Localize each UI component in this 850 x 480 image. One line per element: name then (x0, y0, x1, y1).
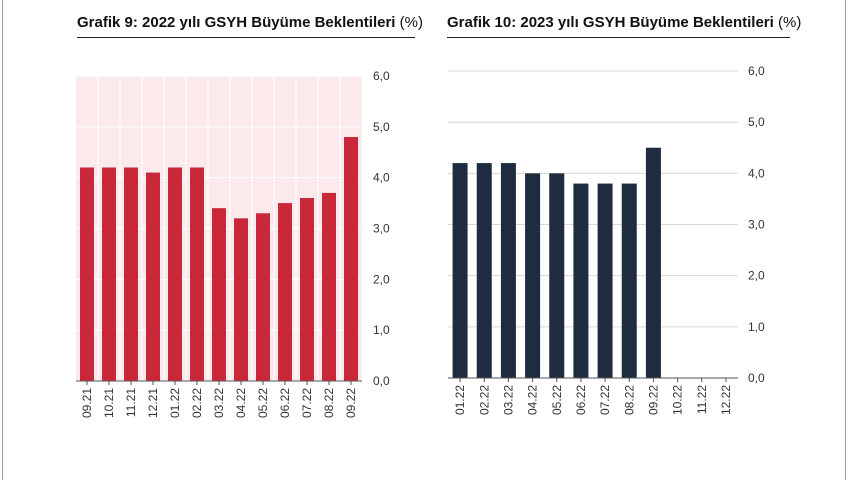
chart10-plot: 0,0 1,0 2,0 3,0 4,0 5,0 6,0 01.22 02.22 03.22 04.2… (448, 64, 765, 415)
chart9-title-underline (77, 37, 415, 38)
chart9-xtick-label: 07.22 (300, 388, 314, 418)
chart9-ytick-label: 5,0 (373, 120, 390, 134)
chart10-xtick-label: 09.22 (646, 385, 660, 415)
chart10-ytick-label: 5,0 (748, 115, 765, 129)
chart9-bar (190, 167, 204, 381)
chart10-xtick-label: 12.22 (719, 385, 733, 415)
chart9-ytick-label: 1,0 (373, 323, 390, 337)
chart10-bar (549, 173, 565, 378)
chart10-xtick-label: 03.22 (501, 385, 515, 415)
chart10-unit: (%) (777, 14, 802, 31)
chart10-bar (573, 183, 589, 378)
chart9-ytick-label: 2,0 (373, 272, 390, 286)
chart9-bar (234, 218, 248, 381)
chart10-title-underline (447, 37, 790, 38)
chart9-ytick-label: 6,0 (373, 69, 390, 83)
chart10-ytick-label: 0,0 (748, 371, 765, 385)
chart10-bar (621, 183, 637, 378)
chart10-xtick-label: 08.22 (622, 385, 636, 415)
chart9-xtick-label: 05.22 (256, 388, 270, 418)
chart9-xtick-label: 02.22 (190, 388, 204, 418)
chart9-title-block: Grafik 9: 2022 yılı GSYH Büyüme Beklenti… (77, 14, 423, 31)
chart9-ytick-label: 4,0 (373, 171, 390, 185)
chart9-bar (168, 167, 182, 381)
chart9-xtick-label: 09.22 (344, 388, 358, 418)
chart10-bar (645, 147, 661, 378)
chart9-ytick-label: 3,0 (373, 222, 390, 236)
chart9-xtick-label: 01.22 (168, 388, 182, 418)
chart9-bar (124, 167, 138, 381)
chart10-xtick-label: 02.22 (477, 385, 491, 415)
chart9-xtick-label: 03.22 (212, 388, 226, 418)
chart9-bar (212, 208, 226, 381)
chart9-bar (146, 172, 160, 381)
chart9-bar (300, 198, 314, 381)
chart10-title-block: Grafik 10: 2023 yılı GSYH Büyüme Beklent… (447, 14, 801, 31)
chart9-xtick-label: 08.22 (322, 388, 336, 418)
chart10-ytick-label: 3,0 (748, 218, 765, 232)
chart10-ytick-label: 2,0 (748, 269, 765, 283)
chart10-title: Grafik 10: 2023 yılı GSYH Büyüme Beklent… (447, 14, 774, 31)
chart10-ytick-label: 1,0 (748, 320, 765, 334)
chart9-bar (102, 167, 116, 381)
chart9-xtick-label: 12.21 (146, 388, 160, 418)
right-frame-line (845, 0, 846, 480)
chart9-xtick-label: 06.22 (278, 388, 292, 418)
chart10-xtick-label: 01.22 (453, 385, 467, 415)
chart10-xtick-label: 07.22 (598, 385, 612, 415)
left-frame-line (2, 0, 3, 480)
chart9-bar (322, 192, 336, 381)
chart9-xtick-label: 04.22 (234, 388, 248, 418)
chart9-unit: (%) (399, 14, 423, 31)
chart10-bar (452, 163, 468, 378)
chart10-xtick-label: 10.22 (671, 385, 685, 415)
chart9-bar (256, 213, 270, 381)
chart10-ytick-label: 6,0 (748, 64, 765, 78)
chart9-xtick-label: 10.21 (102, 388, 116, 418)
chart10-bar (597, 183, 613, 378)
chart9-bar (344, 137, 358, 381)
chart9-title: Grafik 9: 2022 yılı GSYH Büyüme Beklenti… (77, 14, 396, 31)
chart10-bar (476, 163, 492, 378)
chart9-xtick-label: 09.21 (80, 388, 94, 418)
chart10-xtick-label: 11.22 (695, 385, 709, 414)
chart9-plot: 0,0 1,0 2,0 3,0 4,0 5,0 6,0 09.21 10.21 11.21 12.2… (76, 69, 390, 418)
chart10-bar (525, 173, 541, 378)
chart10-ytick-label: 4,0 (748, 166, 765, 180)
chart9-ytick-label: 0,0 (373, 374, 390, 388)
chart10-xtick-label: 06.22 (574, 385, 588, 415)
chart9-bar (278, 203, 292, 381)
chart10-xtick-label: 04.22 (526, 385, 540, 415)
chart10-bar (500, 163, 516, 378)
chart9-xtick-label: 11.21 (124, 388, 138, 417)
chart10-xtick-label: 05.22 (550, 385, 564, 415)
chart9-bar (80, 167, 94, 381)
